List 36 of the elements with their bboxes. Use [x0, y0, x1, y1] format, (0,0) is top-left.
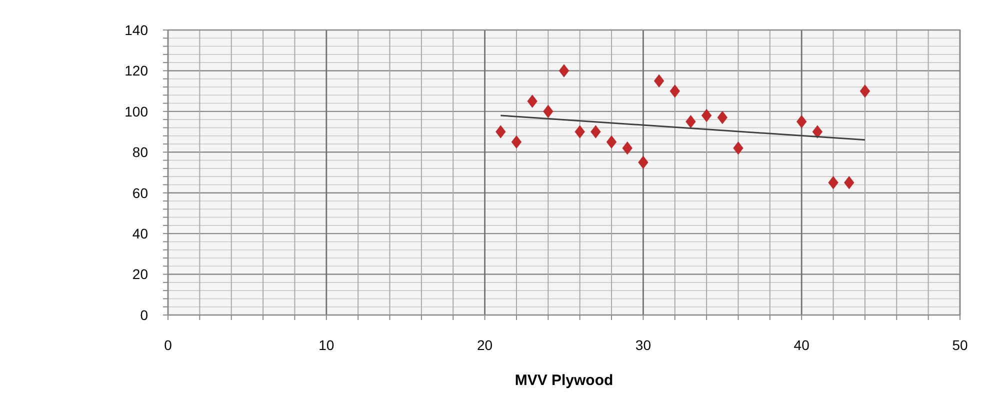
point: [860, 84, 870, 98]
y-tick-label: 40: [132, 225, 148, 242]
point: [574, 125, 585, 138]
point: [606, 135, 617, 149]
y-tick-label: 20: [132, 266, 148, 282]
point: [590, 125, 601, 138]
point: [622, 141, 632, 155]
y-tick-label: 140: [124, 22, 148, 38]
y-tick-label: 60: [132, 184, 148, 201]
point: [844, 176, 854, 190]
x-tick-label: 10: [318, 337, 334, 353]
point: [717, 110, 728, 124]
point: [796, 114, 807, 128]
y-tick-label: 120: [124, 62, 148, 79]
point: [686, 114, 696, 128]
x-axis-title: MVV Plywood: [514, 372, 614, 389]
y-tick-label: 80: [132, 144, 148, 160]
point: [670, 84, 680, 98]
x-tick-label: 0: [164, 337, 172, 353]
point: [654, 74, 664, 88]
point: [638, 156, 648, 169]
point: [543, 104, 554, 118]
point: [527, 94, 538, 108]
point: [828, 176, 838, 190]
x-tick-label: 20: [477, 337, 493, 353]
y-tick-label: 100: [124, 103, 148, 120]
x-tick-label: 40: [794, 337, 810, 353]
point: [558, 64, 570, 78]
point: [701, 108, 712, 122]
x-tick-label: 50: [952, 337, 968, 353]
point: [733, 141, 744, 155]
x-tick-label: 30: [635, 337, 652, 353]
point: [511, 135, 522, 149]
point: [812, 125, 823, 138]
point: [496, 125, 506, 138]
y-tick-label: 0: [140, 306, 148, 323]
